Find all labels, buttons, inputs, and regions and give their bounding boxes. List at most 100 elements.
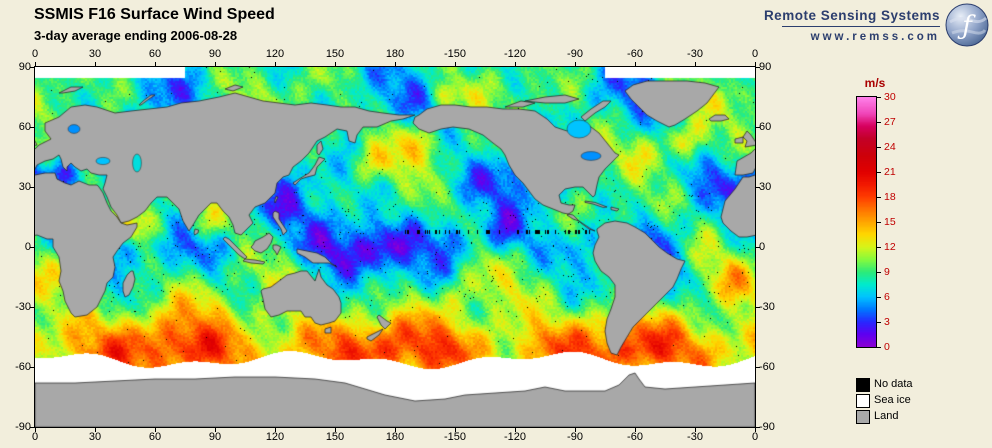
- lon-tick-label-bottom: -60: [627, 431, 643, 443]
- lon-tick-label-top: 90: [208, 48, 222, 60]
- legend-label-1: Sea ice: [874, 394, 911, 406]
- lon-tick-bottom: [515, 428, 516, 432]
- lon-tick-top: [695, 62, 696, 66]
- lon-tick-top: [35, 62, 36, 66]
- lat-tick-label-right: -90: [759, 421, 775, 433]
- figure-subtitle: 3-day average ending 2006-08-28: [34, 28, 238, 43]
- world-wind-map-canvas: [35, 67, 755, 427]
- lat-tick-right: [756, 247, 760, 248]
- lon-tick-bottom: [335, 428, 336, 432]
- lon-tick-label-top: 180: [385, 48, 405, 60]
- lon-tick-bottom: [635, 428, 636, 432]
- lon-tick-bottom: [395, 428, 396, 432]
- colorbar-tick-label: 3: [884, 316, 890, 328]
- lon-tick-label-top: 150: [325, 48, 345, 60]
- lon-tick-top: [515, 62, 516, 66]
- lon-tick-label-bottom: -90: [567, 431, 583, 443]
- lat-tick-label-right: 90: [759, 61, 772, 73]
- lon-tick-label-bottom: 120: [265, 431, 285, 443]
- lon-tick-label-top: 0: [751, 48, 759, 60]
- brand-rule: [782, 26, 940, 27]
- lat-tick-label-right: 0: [759, 241, 766, 253]
- legend-row-land: Land: [856, 410, 976, 424]
- lon-tick-top: [275, 62, 276, 66]
- lon-tick-label-bottom: -120: [503, 431, 527, 443]
- colorbar-tick-label: 30: [884, 91, 896, 103]
- lon-tick-bottom: [755, 428, 756, 432]
- colorbar-tick-label: 15: [884, 216, 896, 228]
- colorbar-canvas: [857, 97, 876, 347]
- brand-url: www.remss.com: [810, 31, 940, 43]
- lat-tick-left: [30, 427, 34, 428]
- colorbar-tick: [877, 97, 881, 98]
- lat-tick-left: [30, 127, 34, 128]
- lon-tick-bottom: [695, 428, 696, 432]
- lat-tick-label-left: -60: [15, 361, 31, 373]
- colorbar-tick: [877, 172, 881, 173]
- colorbar-tick-label: 21: [884, 166, 896, 178]
- colorbar-tick: [877, 347, 881, 348]
- lon-tick-label-top: -150: [443, 48, 467, 60]
- colorbar-tick-label: 24: [884, 141, 896, 153]
- lat-tick-right: [756, 427, 760, 428]
- lon-tick-bottom: [455, 428, 456, 432]
- lon-tick-label-top: -60: [627, 48, 643, 60]
- legend-swatch-0: [856, 378, 870, 392]
- figure-title: SSMIS F16 Surface Wind Speed: [34, 6, 275, 23]
- lon-tick-label-bottom: -150: [443, 431, 467, 443]
- lon-tick-label-top: 120: [265, 48, 285, 60]
- legend-label-2: Land: [874, 410, 899, 422]
- lon-tick-label-bottom: 30: [88, 431, 102, 443]
- legend-row-no-data: No data: [856, 378, 976, 392]
- lon-tick-bottom: [215, 428, 216, 432]
- lon-tick-label-top: -120: [503, 48, 527, 60]
- lon-tick-top: [215, 62, 216, 66]
- lon-tick-label-bottom: -30: [687, 431, 703, 443]
- lon-tick-label-top: -30: [687, 48, 703, 60]
- lat-tick-right: [756, 367, 760, 368]
- lat-tick-right: [756, 127, 760, 128]
- brand-globe-icon: ƒ: [944, 2, 990, 48]
- lat-tick-label-right: 30: [759, 181, 772, 193]
- lat-tick-left: [30, 67, 34, 68]
- lat-tick-label-left: -90: [15, 421, 31, 433]
- lon-tick-label-bottom: 0: [751, 431, 759, 443]
- colorbar-unit-label: m/s: [864, 76, 886, 90]
- lon-tick-label-top: -90: [567, 48, 583, 60]
- legend-label-0: No data: [874, 378, 913, 390]
- lat-tick-label-left: 30: [18, 181, 31, 193]
- lon-tick-label-bottom: 150: [325, 431, 345, 443]
- brand-name: Remote Sensing Systems: [763, 8, 940, 23]
- lon-tick-bottom: [575, 428, 576, 432]
- lon-tick-top: [335, 62, 336, 66]
- lat-tick-label-left: 90: [18, 61, 31, 73]
- colorbar-tick: [877, 222, 881, 223]
- lat-tick-right: [756, 67, 760, 68]
- lon-tick-top: [155, 62, 156, 66]
- colorbar-tick: [877, 147, 881, 148]
- lon-tick-top: [755, 62, 756, 66]
- lon-tick-top: [575, 62, 576, 66]
- lat-tick-left: [30, 307, 34, 308]
- svg-text:ƒ: ƒ: [957, 11, 976, 41]
- lat-tick-right: [756, 187, 760, 188]
- colorbar-tick: [877, 122, 881, 123]
- lon-tick-top: [395, 62, 396, 66]
- colorbar-tick: [877, 272, 881, 273]
- lon-tick-label-bottom: 0: [31, 431, 39, 443]
- lat-tick-label-left: -30: [15, 301, 31, 313]
- colorbar-tick-label: 6: [884, 291, 890, 303]
- colorbar-tick-label: 0: [884, 341, 890, 353]
- lon-tick-bottom: [155, 428, 156, 432]
- colorbar-tick-label: 27: [884, 116, 896, 128]
- lon-tick-top: [455, 62, 456, 66]
- lon-tick-label-bottom: 60: [148, 431, 162, 443]
- lon-tick-top: [635, 62, 636, 66]
- colorbar-tick: [877, 297, 881, 298]
- lat-tick-label-left: 60: [18, 121, 31, 133]
- lat-tick-label-right: -30: [759, 301, 775, 313]
- lat-tick-right: [756, 307, 760, 308]
- lon-tick-label-top: 30: [88, 48, 102, 60]
- colorbar: [856, 96, 877, 348]
